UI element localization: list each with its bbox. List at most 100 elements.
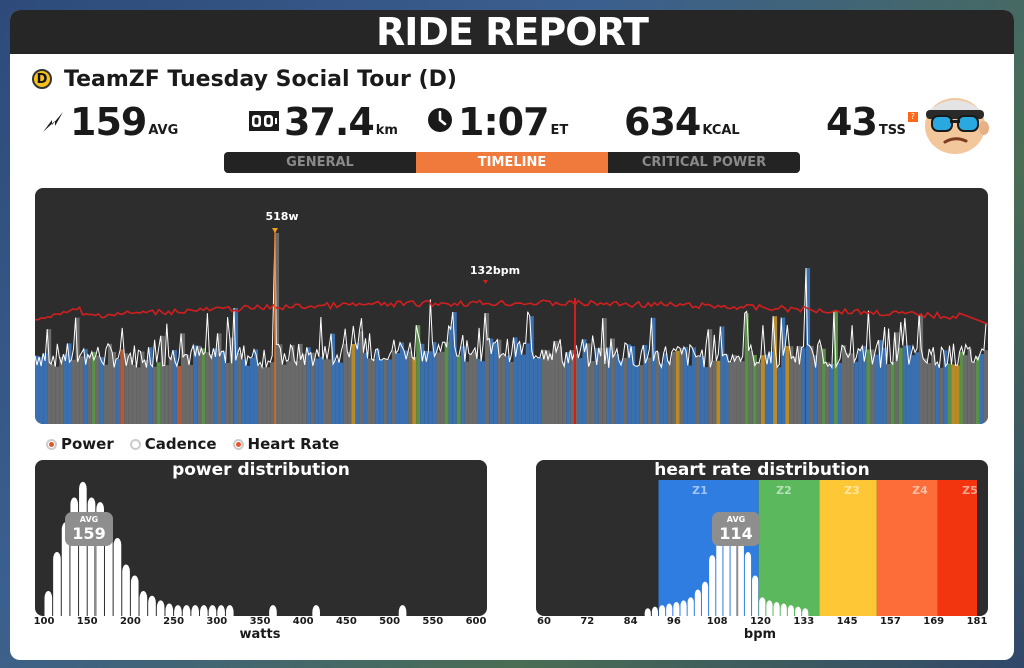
- timeline-power-zone-bar: [817, 344, 822, 424]
- timeline-power-zone-bar: [740, 361, 745, 424]
- timeline-power-zone-bar: [793, 356, 798, 424]
- timeline-power-zone-bar: [217, 333, 222, 424]
- timeline-power-zone-bar: [639, 365, 644, 424]
- timeline-power-zone-bar: [659, 363, 664, 424]
- timeline-power-zone-bar: [387, 359, 392, 424]
- timeline-power-zone-bar: [237, 353, 242, 424]
- timeline-power-zone-bar: [424, 350, 429, 424]
- timeline-power-zone-bar: [71, 359, 76, 424]
- timeline-power-zone-bar: [432, 342, 437, 424]
- tab-critical-power[interactable]: CRITICAL POWER: [608, 152, 800, 173]
- power-histogram-bar: [225, 605, 234, 616]
- radio-icon: [232, 438, 244, 450]
- timeline-power-zone-bar: [152, 366, 157, 424]
- zone-label-z3: Z3: [844, 484, 860, 497]
- timeline-power-zone-bar: [497, 339, 502, 424]
- timeline-power-zone-bar: [886, 364, 891, 424]
- timeline-power-zone-bar: [846, 353, 851, 424]
- timeline-power-zone-bar: [205, 352, 210, 424]
- timeline-power-zone-bar: [724, 354, 729, 424]
- timeline-power-zone-bar: [631, 346, 636, 424]
- timeline-power-zone-bar: [683, 347, 688, 424]
- hr-histogram-bar: [659, 605, 666, 616]
- timeline-power-zone-bar: [618, 360, 624, 424]
- timeline-power-zone-bar: [107, 343, 113, 424]
- timeline-power-zone-bar: [322, 359, 327, 424]
- timeline-power-zone-bar: [35, 355, 40, 424]
- timeline-power-zone-bar: [797, 345, 802, 424]
- power-avg-badge: AVG 159: [65, 512, 113, 546]
- zone-label-z5: Z5: [962, 484, 978, 497]
- timeline-power-zone-bar: [140, 351, 145, 424]
- axis-tick-label: 157: [879, 616, 901, 627]
- hr-histogram-bar: [794, 606, 802, 616]
- axis-tick-label: 100: [33, 616, 55, 627]
- timeline-power-zone-bar: [963, 355, 968, 424]
- timeline-power-zone-bar: [112, 351, 117, 424]
- timeline-power-zone-bar: [509, 361, 514, 424]
- lightning-icon: [40, 108, 66, 138]
- power-histogram-bar: [79, 481, 87, 616]
- timeline-power-zone-bar: [314, 358, 319, 424]
- tss-help-icon[interactable]: ?: [907, 112, 918, 122]
- timeline-power-zone-bar: [359, 331, 364, 424]
- timeline-power-zone-bar: [331, 333, 336, 424]
- timeline-power-zone-bar: [521, 354, 526, 424]
- power-peak-label: 518w: [265, 210, 298, 223]
- event-row: D TeamZF Tuesday Social Tour (D): [32, 66, 457, 92]
- calories-unit: KCAL: [702, 123, 740, 138]
- hr-histogram-bar: [680, 600, 687, 616]
- timeline-power-zone-bar: [866, 349, 871, 424]
- legend-power[interactable]: Power: [46, 435, 114, 453]
- tab-timeline[interactable]: TIMELINE: [416, 152, 608, 173]
- power-histogram-bar: [44, 591, 53, 616]
- legend-cadence[interactable]: Cadence: [129, 435, 217, 453]
- hr-zone-band: [819, 480, 877, 616]
- timeline-power-zone-bar: [132, 364, 137, 424]
- tss-unit: TSS: [878, 123, 906, 138]
- timeline-power-zone-bar: [124, 353, 129, 424]
- axis-tick-label: 60: [537, 616, 551, 627]
- timeline-power-zone-bar: [249, 357, 254, 424]
- timeline-power-zone-bar: [355, 343, 360, 424]
- timeline-power-zone-bar: [408, 351, 413, 424]
- timeline-power-zone-bar: [262, 367, 267, 424]
- hr-peak-label: 132bpm: [470, 264, 520, 277]
- axis-tick-label: 181: [966, 616, 988, 627]
- power-histogram-bar: [398, 605, 407, 616]
- axis-tick-label: 145: [836, 616, 858, 627]
- timeline-power-zone-bar: [675, 350, 680, 424]
- power-histogram-bar: [191, 605, 200, 616]
- timeline-power-zone-bar: [537, 357, 542, 424]
- hr-histogram-bar: [730, 528, 737, 616]
- timeline-power-zone-bar: [663, 353, 668, 424]
- axis-tick-label: 400: [292, 616, 314, 627]
- timeline-power-zone-bar: [667, 360, 672, 424]
- timeline-power-zone-bar: [919, 314, 924, 424]
- axis-tick-label: 96: [666, 616, 681, 627]
- timeline-power-zone-bar: [67, 343, 72, 424]
- timeline-power-zone-bar: [890, 361, 895, 424]
- timeline-power-zone-bar: [103, 364, 108, 424]
- timeline-power-zone-bar: [777, 367, 782, 424]
- timeline-power-zone-bar: [716, 360, 721, 424]
- axis-tick-label: 120: [750, 616, 771, 627]
- hr-histogram-bar: [752, 575, 759, 616]
- timeline-power-zone-bar: [842, 345, 847, 424]
- timeline-power-zone-bar: [635, 365, 640, 424]
- timeline-power-zone-bar: [806, 268, 811, 424]
- timeline-chart: 518w 132bpm: [35, 188, 988, 424]
- timeline-power-zone-bar: [894, 332, 899, 424]
- timeline-power-zone-bar: [213, 348, 218, 424]
- legend-heart-rate[interactable]: Heart Rate: [232, 435, 339, 453]
- tab-general[interactable]: GENERAL: [224, 152, 416, 173]
- power-avg-value: 159: [72, 524, 106, 543]
- timeline-power-zone-bar: [266, 367, 271, 424]
- axis-tick-label: 133: [793, 616, 815, 627]
- timeline-power-zone-bar: [278, 344, 283, 424]
- hr-avg-label: AVG: [726, 515, 746, 524]
- timeline-power-zone-bar: [752, 354, 757, 424]
- timeline-power-zone-bar: [63, 354, 68, 424]
- hr-axis-label: bpm: [743, 627, 777, 642]
- timeline-power-zone-bar: [821, 348, 826, 424]
